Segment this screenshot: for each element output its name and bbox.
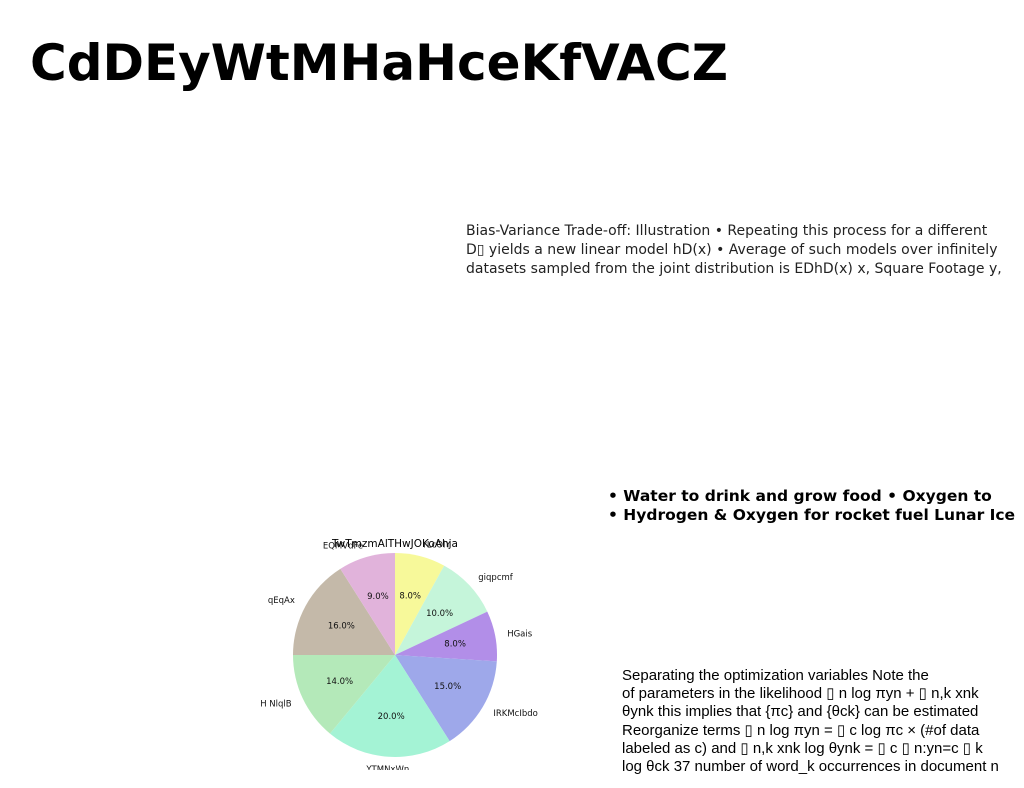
pie-pct-label: 14.0% [326, 677, 353, 687]
text-line: datasets sampled from the joint distribu… [466, 261, 1002, 277]
pie-category-label: qEqAx [268, 596, 295, 606]
pie-pct-label: 8.0% [444, 640, 466, 650]
text-line: Reorganize terms ▯ n log πyn = ▯ c log π… [622, 721, 980, 739]
bullet-line: • Hydrogen & Oxygen for rocket fuel Luna… [608, 506, 1016, 524]
pie-slice-3 [395, 655, 497, 742]
page-title: CdDEyWtMHaHceKfVACZ [30, 34, 728, 92]
pie-chart: TwTmzmAlTHwJOKoAhja 8.0% rLcOlY 10.0% giqpcm… [260, 538, 538, 770]
text-line: of parameters in the likelihood ▯ n log … [622, 685, 979, 703]
pie-category-label: IRKMcIbdo [493, 709, 538, 719]
text-line: Separating the optimization variables No… [622, 667, 929, 684]
pie-category-label: H NlqlB [260, 700, 292, 710]
pie-slice-4 [329, 655, 450, 757]
pie-slice-6 [293, 568, 395, 655]
pie-category-label: rLcOlY [423, 540, 451, 550]
text-line: labeled as c) and ▯ n,k xnk log θynk = ▯… [622, 739, 983, 757]
lunar-ice-bullets: • Water to drink and grow food • Oxygen … [608, 487, 1015, 525]
pie-category-label: YTMNxWn [365, 765, 409, 770]
pie-slice-0 [395, 553, 445, 655]
pie-pct-label: 15.0% [434, 682, 461, 692]
pie-slice-2 [395, 611, 497, 662]
pie-pct-label: 9.0% [367, 592, 389, 602]
text-line: log θck 37 number of word_k occurrences … [622, 758, 999, 776]
pie-pct-label: 8.0% [399, 592, 421, 602]
pie-slice-5 [293, 655, 395, 734]
pie-category-label: HGais [507, 630, 533, 640]
pie-pct-label: 16.0% [328, 622, 355, 632]
pie-category-label: giqpcmf [478, 573, 514, 583]
text-line: θynk this implies that {πc} and {θck} ca… [622, 703, 979, 721]
pie-slice-7 [340, 553, 395, 655]
text-line: Bias-Variance Trade-off: Illustration • … [466, 223, 988, 239]
pie-category-label: EQMVdFe [323, 541, 363, 551]
bias-variance-text: Bias-Variance Trade-off: Illustration • … [466, 222, 1002, 279]
pie-pct-label: 10.0% [426, 609, 453, 619]
pie-pct-label: 20.0% [378, 712, 405, 722]
pie-slice-1 [395, 565, 488, 655]
text-line: D▯ yields a new linear model hD(x) • Ave… [466, 242, 998, 258]
bullet-line: • Water to drink and grow food • Oxygen … [608, 487, 992, 505]
optimization-text: Separating the optimization variables No… [622, 667, 999, 776]
chart-title: TwTmzmAlTHwJOKoAhja [331, 538, 458, 550]
